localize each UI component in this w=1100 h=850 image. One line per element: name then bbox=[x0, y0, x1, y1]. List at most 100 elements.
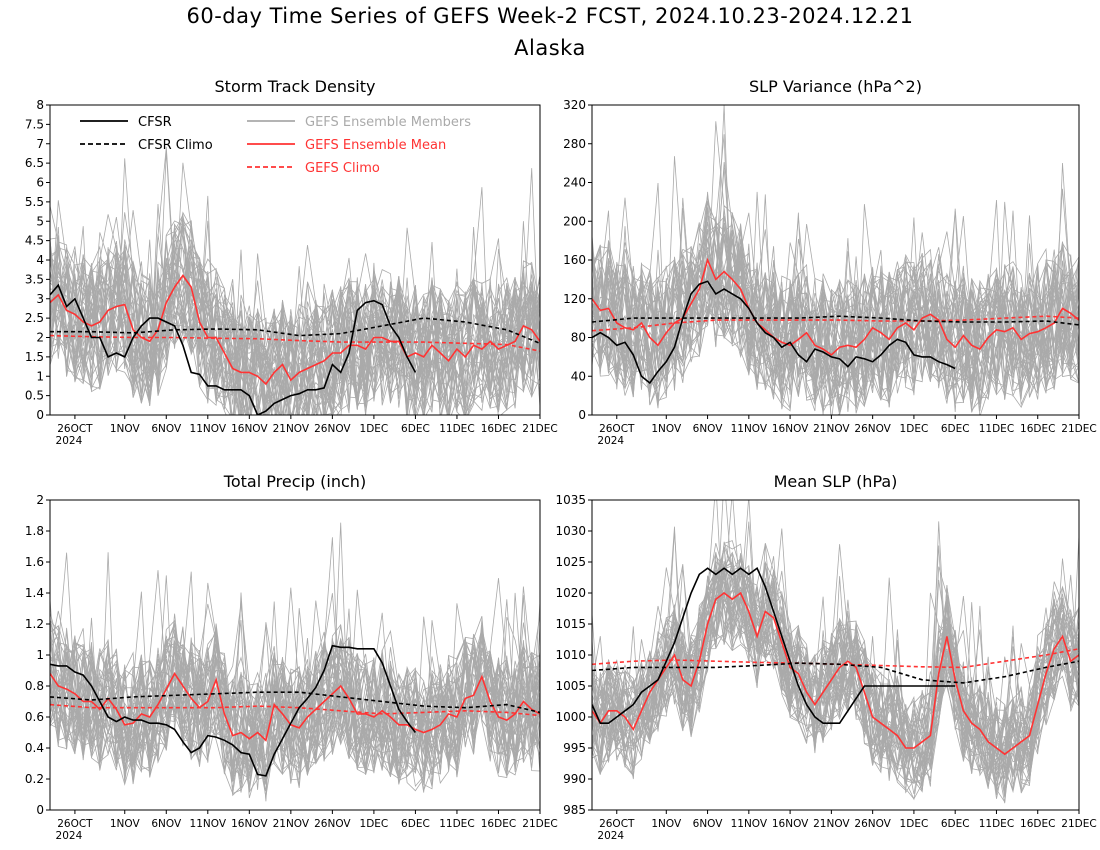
panel-2: Total Precip (inch) 0 0.2 0.4 0.6 0.8 1 1.2 1.4 1… bbox=[25, 472, 558, 842]
y-tick-label: 0 bbox=[36, 803, 44, 817]
x-tick-label: 16DEC bbox=[1020, 423, 1055, 435]
y-tick-label: 2 bbox=[36, 493, 44, 507]
y-tick-label: 995 bbox=[563, 741, 586, 755]
x-tick-label: 6DEC bbox=[401, 818, 430, 830]
x-tick-label: 21NOV bbox=[273, 818, 310, 830]
x-tick-label: 6NOV bbox=[693, 818, 724, 830]
x-tick-label: 11NOV bbox=[190, 818, 227, 830]
x-tick-label: 21NOV bbox=[273, 423, 310, 435]
series-gefs-ensemble-mean bbox=[50, 672, 540, 742]
member-line bbox=[50, 643, 540, 775]
member-line bbox=[50, 237, 540, 415]
panel-1: SLP Variance (hPa^2) 0 40 80 120 160 200 240 280… bbox=[563, 77, 1097, 447]
y-tick-label: 280 bbox=[563, 137, 586, 151]
x-tick-sublabel: 2024 bbox=[56, 830, 83, 842]
x-tick-label: 1DEC bbox=[900, 423, 929, 435]
x-tick-sublabel: 2024 bbox=[597, 830, 624, 842]
x-tick-label: 11DEC bbox=[439, 423, 474, 435]
y-tick-label: 3 bbox=[36, 292, 44, 306]
y-tick-label: 0.2 bbox=[25, 772, 44, 786]
y-tick-label: 0.4 bbox=[25, 741, 44, 755]
member-line bbox=[50, 646, 540, 789]
x-tick-sublabel: 2024 bbox=[56, 435, 83, 447]
y-tick-label: 1015 bbox=[555, 617, 586, 631]
y-tick-label: 1020 bbox=[555, 586, 586, 600]
y-tick-label: 1025 bbox=[555, 555, 586, 569]
legend-gefs-climo-label: GEFS Climo bbox=[305, 161, 380, 176]
x-tick-label: 11NOV bbox=[731, 423, 768, 435]
y-tick-label: 4 bbox=[36, 253, 44, 267]
panel-title: Mean SLP (hPa) bbox=[774, 472, 898, 491]
y-tick-label: 40 bbox=[571, 369, 586, 383]
member-line bbox=[50, 210, 540, 415]
member-line bbox=[50, 603, 540, 779]
y-tick-label: 320 bbox=[563, 98, 586, 112]
x-tick-label: 26NOV bbox=[314, 423, 351, 435]
x-tick-label: 21DEC bbox=[522, 423, 557, 435]
x-tick-label: 11NOV bbox=[190, 423, 227, 435]
y-tick-label: 1 bbox=[36, 369, 44, 383]
x-tick-label: 26NOV bbox=[854, 818, 891, 830]
x-tick-label: 21NOV bbox=[813, 423, 850, 435]
x-tick-label: 21DEC bbox=[1061, 423, 1096, 435]
y-tick-label: 5.5 bbox=[25, 195, 44, 209]
x-tick-label: 16DEC bbox=[481, 818, 516, 830]
y-tick-label: 1.8 bbox=[25, 524, 44, 538]
x-tick-label: 11DEC bbox=[979, 818, 1014, 830]
y-tick-label: 5 bbox=[36, 214, 44, 228]
panel-title: Total Precip (inch) bbox=[223, 472, 366, 491]
member-line bbox=[50, 216, 540, 415]
member-line bbox=[592, 547, 1079, 786]
x-tick-label: 6DEC bbox=[941, 818, 970, 830]
x-tick-label: 16NOV bbox=[231, 818, 268, 830]
legend: CFSR CFSR Climo GEFS Ensemble Members GEFS … bbox=[80, 115, 471, 176]
y-tick-label: 1.2 bbox=[25, 617, 44, 631]
y-tick-label: 2 bbox=[36, 331, 44, 345]
series-cfsr-climo bbox=[50, 691, 540, 714]
y-tick-label: 1 bbox=[36, 648, 44, 662]
y-tick-label: 985 bbox=[563, 803, 586, 817]
x-tick-label: 1DEC bbox=[900, 818, 929, 830]
y-tick-label: 1005 bbox=[555, 679, 586, 693]
x-tick-label: 26NOV bbox=[314, 818, 351, 830]
x-tick-label: 11NOV bbox=[731, 818, 768, 830]
series-cfsr bbox=[592, 280, 956, 385]
member-line bbox=[50, 254, 540, 415]
y-tick-label: 0.8 bbox=[25, 679, 44, 693]
ensemble-members bbox=[50, 522, 540, 802]
series-gefs-climo bbox=[592, 315, 1079, 332]
member-line bbox=[592, 207, 1079, 409]
x-tick-label: 21NOV bbox=[813, 818, 850, 830]
x-tick-label: 1NOV bbox=[110, 423, 141, 435]
x-tick-sublabel: 2024 bbox=[597, 435, 624, 447]
y-tick-label: 120 bbox=[563, 292, 586, 306]
y-tick-label: 6 bbox=[36, 176, 44, 190]
member-line bbox=[50, 591, 540, 776]
y-tick-label: 0 bbox=[36, 408, 44, 422]
series-gefs-climo bbox=[50, 703, 540, 717]
x-tick-label: 16NOV bbox=[231, 423, 268, 435]
member-line bbox=[50, 214, 540, 415]
y-tick-label: 1.4 bbox=[25, 586, 44, 600]
y-tick-label: 0 bbox=[578, 408, 586, 422]
legend-ens-mean-label: GEFS Ensemble Mean bbox=[305, 138, 446, 153]
series-gefs-ensemble-mean bbox=[592, 591, 1079, 756]
y-tick-label: 1010 bbox=[555, 648, 586, 662]
series-cfsr bbox=[50, 644, 417, 777]
x-tick-label: 11DEC bbox=[439, 818, 474, 830]
series-cfsr-climo bbox=[592, 660, 1079, 684]
x-tick-label: 26OCT bbox=[57, 818, 93, 830]
y-tick-label: 7.5 bbox=[25, 117, 44, 131]
member-line bbox=[50, 150, 540, 415]
x-tick-label: 1NOV bbox=[651, 818, 682, 830]
y-tick-label: 160 bbox=[563, 253, 586, 267]
panel-3: Mean SLP (hPa) 985 990 995 1000 1005 1010 1015 1… bbox=[555, 472, 1096, 842]
member-line bbox=[592, 204, 1079, 415]
x-tick-label: 6NOV bbox=[151, 423, 182, 435]
x-tick-label: 6NOV bbox=[151, 818, 182, 830]
x-tick-label: 26OCT bbox=[599, 423, 635, 435]
member-line bbox=[592, 568, 1079, 798]
x-tick-label: 21DEC bbox=[522, 818, 557, 830]
member-line bbox=[50, 600, 540, 779]
